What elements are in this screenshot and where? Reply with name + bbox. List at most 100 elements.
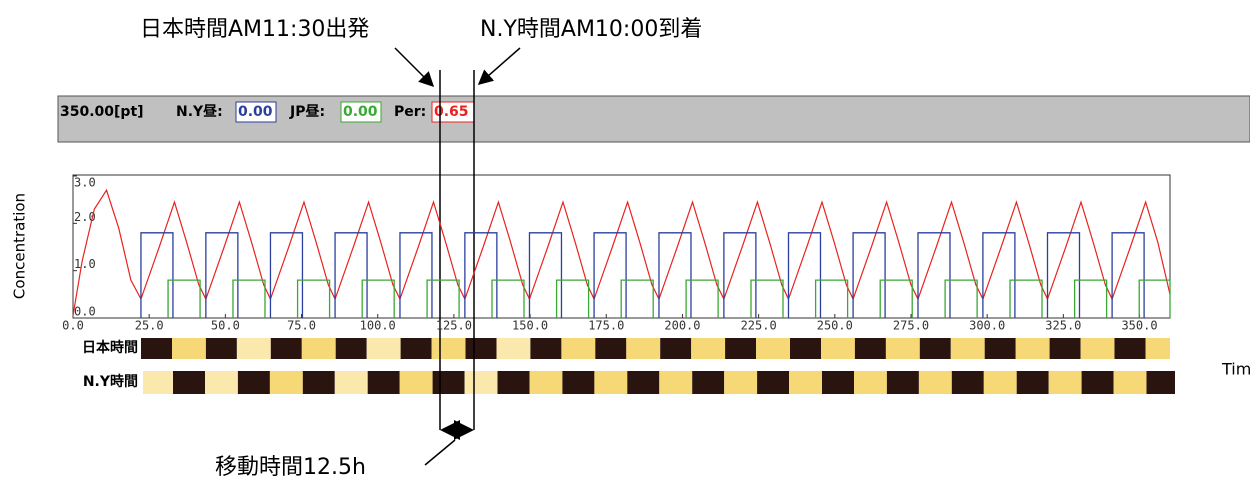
day-block: [1113, 371, 1147, 394]
day-block: [236, 338, 271, 359]
pulse: [982, 232, 1016, 318]
day-block: [659, 371, 693, 394]
x-tick-label: 50.0: [211, 319, 240, 333]
x-tick-label: 325.0: [1045, 319, 1081, 333]
night-block: [692, 371, 725, 394]
day-block: [529, 371, 563, 394]
night-block: [530, 338, 562, 359]
pulse: [852, 232, 886, 318]
night-block: [237, 371, 270, 394]
day-block: [854, 371, 887, 394]
night-block: [205, 338, 237, 359]
night-block: [562, 371, 595, 394]
night-block: [432, 371, 465, 394]
night-block: [854, 338, 886, 359]
day-block: [301, 338, 336, 359]
night-block: [335, 338, 367, 359]
pulse: [140, 232, 174, 318]
panel-points: 350.00[pt]: [60, 104, 144, 120]
night-block: [984, 338, 1016, 359]
pulse: [232, 279, 266, 318]
panel-per-value: 0.65: [434, 104, 469, 120]
night-block: [270, 338, 302, 359]
day-block: [918, 371, 952, 394]
pulse: [1009, 279, 1043, 318]
day-block: [789, 371, 822, 394]
arrow: [394, 47, 435, 88]
night-block: [790, 338, 821, 359]
night-block: [1146, 371, 1175, 394]
day-block: [431, 338, 466, 359]
day-block: [334, 371, 368, 394]
arrival-note: N.Y時間AM10:00到着: [480, 17, 702, 42]
day-block: [724, 371, 758, 394]
pulse: [750, 279, 784, 318]
leader-line: [424, 439, 456, 466]
x-tick-label: 300.0: [969, 319, 1005, 333]
pulse: [685, 279, 719, 318]
pulse: [879, 279, 913, 318]
day-block: [464, 371, 498, 394]
y-tick-label: 2.0: [74, 210, 96, 224]
night-block: [886, 371, 919, 394]
x-tick-label: 175.0: [588, 319, 624, 333]
panel-jp-value: 0.00: [343, 104, 378, 120]
day-block: [172, 338, 206, 359]
y-axis-label: Concentration: [11, 193, 29, 299]
panel-ny-value: 0.00: [238, 104, 273, 120]
pulse: [334, 232, 368, 318]
pulse: [555, 279, 590, 318]
x-tick-label: 350.0: [1121, 319, 1157, 333]
night-block: [1081, 371, 1114, 394]
x-axis-label: Time: [1221, 360, 1250, 379]
day-block: [1080, 338, 1115, 359]
row-label: 日本時間: [82, 339, 138, 356]
pulse: [269, 232, 304, 318]
night-block: [725, 338, 757, 359]
pulse: [723, 232, 757, 318]
pulse: [917, 232, 951, 318]
day-block: [1015, 338, 1050, 359]
night-block: [757, 371, 790, 394]
day-block: [561, 338, 596, 359]
night-block: [1114, 338, 1146, 359]
value-box: [235, 101, 277, 123]
pulse: [491, 279, 525, 318]
day-block: [496, 338, 531, 359]
x-tick-label: 0.0: [62, 319, 84, 333]
row-label: N.Y時間: [83, 373, 138, 390]
night-block: [822, 371, 854, 394]
pulse: [528, 232, 563, 318]
day-block: [205, 371, 238, 394]
night-block: [141, 338, 172, 359]
day-block: [983, 371, 1017, 394]
day-block: [756, 338, 790, 359]
pulse: [658, 232, 692, 318]
day-block: [594, 371, 628, 394]
x-tick-label: 125.0: [436, 319, 472, 333]
night-block: [919, 338, 951, 359]
panel-jp-label: JP昼:: [289, 104, 325, 120]
night-block: [302, 371, 335, 394]
x-tick-label: 275.0: [893, 319, 929, 333]
x-tick-label: 25.0: [135, 319, 164, 333]
pulse: [361, 279, 395, 318]
day-block: [143, 371, 173, 394]
panel-ny-label: N.Y昼:: [176, 104, 223, 120]
y-tick-label: 1.0: [74, 257, 96, 271]
pulse: [1111, 232, 1145, 318]
pulse: [1073, 279, 1108, 318]
night-block: [367, 371, 400, 394]
pulse: [399, 232, 433, 318]
y-tick-label: 3.0: [74, 176, 96, 190]
pulse: [944, 279, 978, 318]
pulse: [814, 279, 849, 318]
panel-per-label: Per:: [394, 104, 426, 120]
pulse: [593, 232, 627, 318]
pulse: [1046, 232, 1081, 318]
pulse: [296, 279, 331, 318]
pulse: [787, 232, 822, 318]
night-block: [173, 371, 205, 394]
night-block: [660, 338, 692, 359]
